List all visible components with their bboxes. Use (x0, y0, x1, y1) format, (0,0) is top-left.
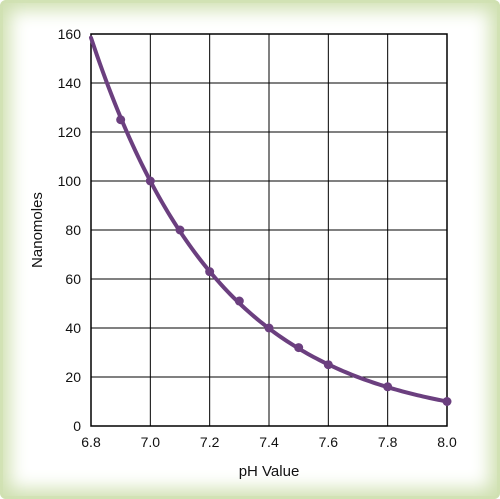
y-tick-label: 100 (58, 173, 82, 189)
data-point (323, 360, 333, 370)
y-tick-label: 20 (65, 369, 81, 385)
x-tick-label: 6.8 (81, 434, 101, 450)
y-tick-label: 140 (58, 75, 82, 91)
plot-border (90, 33, 448, 427)
data-point (205, 267, 215, 277)
y-tick-label: 120 (58, 124, 82, 140)
x-tick-label: 7.2 (200, 434, 220, 450)
x-axis-label: pH Value (239, 463, 300, 480)
x-tick-label: 7.0 (141, 434, 161, 450)
data-point (264, 323, 274, 333)
y-tick-label: 60 (65, 271, 81, 287)
data-point (383, 382, 393, 392)
data-points (116, 115, 452, 406)
y-tick-label: 0 (73, 418, 81, 434)
x-tick-label: 7.4 (259, 434, 279, 450)
y-tick-label: 40 (65, 320, 81, 336)
x-tick-label: 8.0 (437, 434, 457, 450)
data-point (145, 176, 155, 186)
data-point (175, 225, 185, 235)
tick-labels: 6.8 7.0 7.2 7.4 7.6 7.8 8.0 0 20 40 60 80 100 120 140 1… (58, 26, 457, 450)
data-point (294, 343, 304, 353)
y-axis-label: Nanomoles (29, 192, 46, 268)
y-tick-label: 160 (58, 26, 82, 42)
y-tick-label: 80 (65, 222, 81, 238)
data-point (234, 296, 244, 306)
x-tick-label: 7.8 (378, 434, 398, 450)
data-point (116, 115, 126, 125)
x-tick-label: 7.6 (319, 434, 339, 450)
data-point (442, 397, 452, 406)
